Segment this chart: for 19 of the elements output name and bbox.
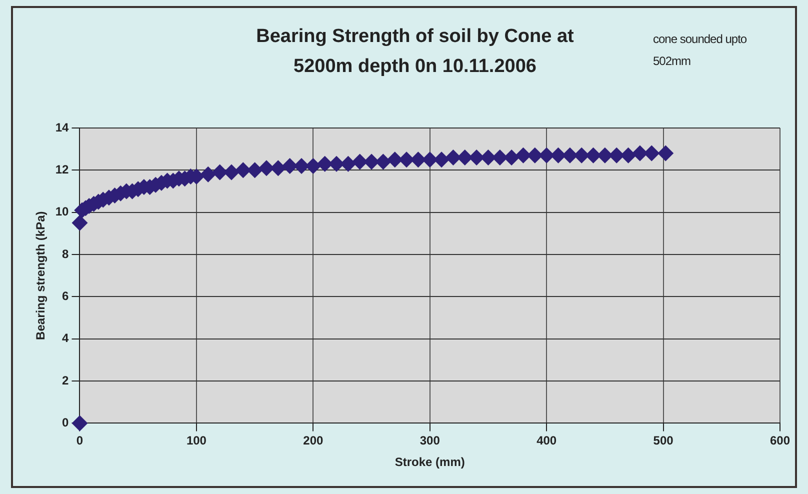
text: cone sounded upto 502mm: [653, 31, 748, 70]
x-tick-label: 300: [420, 434, 440, 448]
x-tick-label: 200: [303, 434, 324, 448]
x-tick-label: 500: [653, 434, 674, 448]
y-tick-label: 12: [55, 162, 70, 176]
x-tick-label: 600: [770, 434, 790, 448]
x-tick-label: 400: [536, 434, 557, 448]
y-tick-label: 0: [62, 416, 70, 430]
x-tick-label: 0: [76, 434, 84, 448]
y-axis-title: Bearing strength (kPa): [34, 211, 48, 340]
y-tick-label: 4: [62, 331, 70, 346]
x-axis-title: Stroke (mm): [394, 455, 465, 470]
x-tick-label: 100: [186, 434, 207, 448]
y-tick-label: 2: [62, 373, 70, 388]
y-tick-label: 14: [55, 120, 70, 134]
chart-title: Bearing Strength of soil by Cone at 5200m depth 0n 10.11.2006: [255, 25, 575, 79]
y-tick-label: 6: [62, 289, 70, 303]
y-tick-label: 10: [55, 204, 70, 219]
y-tick-label: 8: [62, 246, 70, 261]
